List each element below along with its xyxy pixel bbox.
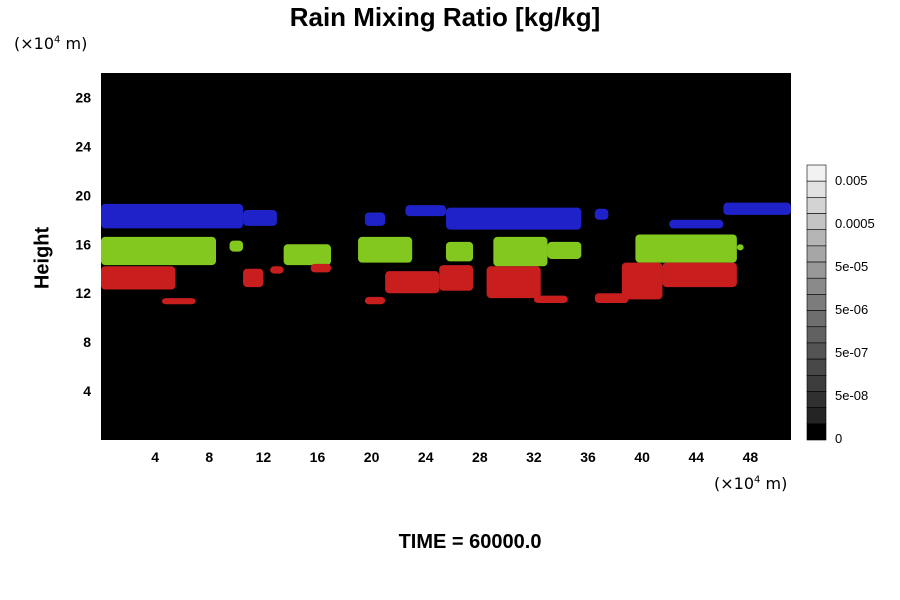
x-tick-label: 32 [526, 449, 542, 465]
colorbar-label: 5e-08 [835, 388, 868, 403]
red-region-1 [101, 266, 176, 290]
green-region-9 [736, 244, 744, 251]
colorbar-swatch [806, 342, 827, 360]
x-tick-label: 20 [364, 449, 380, 465]
colorbar-swatch [806, 164, 827, 182]
time-label: TIME = [398, 531, 470, 553]
y-tick-label: 16 [75, 236, 91, 252]
y-tick-label: 20 [75, 187, 91, 203]
colorbar-swatch [806, 326, 827, 344]
y-tick-labels: 4 8 12 16 20 24 28 [75, 89, 91, 399]
x-axis-unit: (×104 m) [714, 474, 787, 493]
colorbar-swatch [806, 277, 827, 295]
colorbar-label: 5e-07 [835, 345, 868, 360]
colorbar-swatch [806, 197, 827, 214]
x-unit-suffix: m) [760, 474, 788, 493]
blue-region-7 [669, 219, 724, 229]
red-region-6 [364, 296, 386, 305]
green-region-5 [446, 241, 474, 262]
red-region-13 [662, 262, 737, 288]
x-unit-exponent: 4 [754, 474, 761, 486]
x-tick-label: 4 [151, 449, 159, 465]
colorbar-swatch [806, 294, 827, 311]
chart-title: Rain Mixing Ratio [kg/kg] [289, 2, 601, 32]
colorbar-swatch [806, 261, 827, 279]
data-bands [101, 202, 791, 305]
x-tick-label: 40 [634, 449, 650, 465]
red-region-9 [486, 266, 541, 299]
y-unit-exponent: 4 [54, 34, 61, 46]
colorbar-swatch [806, 213, 827, 231]
y-tick-label: 4 [83, 383, 91, 399]
colorbar-label: 0.0005 [835, 216, 875, 231]
y-tick-label: 8 [83, 334, 91, 350]
green-region-4 [358, 236, 413, 263]
colorbar-swatch [806, 423, 827, 441]
time-readout: TIME = 60000.0 [0, 531, 900, 554]
colorbar: 0.005 0.0005 5e-05 5e-06 5e-07 5e-08 0 [806, 164, 875, 446]
y-axis-unit: (×104 m) [14, 34, 87, 53]
x-tick-label: 24 [418, 449, 434, 465]
blue-region-1 [101, 203, 244, 229]
colorbar-label: 0.005 [835, 173, 868, 188]
colorbar-swatch [806, 374, 827, 392]
x-tick-label: 48 [743, 449, 759, 465]
green-region-7 [547, 241, 582, 259]
red-region-2 [161, 298, 196, 305]
x-tick-label: 16 [310, 449, 326, 465]
y-unit-prefix: (×10 [14, 34, 55, 53]
red-region-7 [385, 271, 440, 294]
red-region-11 [594, 293, 629, 303]
colorbar-swatch [806, 358, 827, 376]
x-tick-label: 12 [256, 449, 272, 465]
colorbar-swatch [806, 407, 827, 425]
y-unit-suffix: m) [60, 34, 88, 53]
y-tick-label: 28 [75, 89, 91, 105]
colorbar-label: 0 [835, 431, 842, 446]
colorbar-swatch [806, 310, 827, 328]
red-region-12 [621, 262, 663, 300]
x-tick-labels: 4 8 12 16 20 24 28 32 36 40 44 48 [151, 449, 758, 465]
x-tick-label: 8 [205, 449, 213, 465]
blue-region-2 [243, 210, 277, 226]
y-tick-label: 24 [75, 138, 91, 154]
red-region-4 [270, 266, 284, 274]
red-region-8 [439, 265, 474, 291]
y-tick-label: 12 [75, 285, 91, 301]
red-region-3 [243, 268, 264, 288]
blue-region-3 [364, 212, 386, 226]
blue-region-8 [723, 202, 791, 215]
colorbar-label: 5e-05 [835, 259, 868, 274]
blue-region-6 [594, 208, 609, 220]
green-region-6 [493, 236, 548, 267]
x-tick-label: 36 [580, 449, 596, 465]
colorbar-label: 5e-06 [835, 302, 868, 317]
colorbar-swatch [806, 245, 827, 263]
green-region-1 [101, 236, 216, 266]
x-tick-label: 28 [472, 449, 488, 465]
red-region-10 [533, 295, 568, 303]
time-value: 60000.0 [469, 531, 542, 553]
red-region-5 [310, 263, 331, 273]
colorbar-swatch [806, 180, 827, 198]
green-region-3 [283, 244, 331, 266]
colorbar-swatch [806, 229, 827, 247]
green-region-8 [635, 234, 737, 263]
x-tick-label: 44 [689, 449, 705, 465]
colorbar-swatch [806, 391, 827, 408]
green-region-2 [229, 240, 244, 252]
blue-region-4 [405, 205, 446, 217]
blue-region-5 [446, 207, 582, 230]
x-unit-prefix: (×10 [714, 474, 755, 493]
